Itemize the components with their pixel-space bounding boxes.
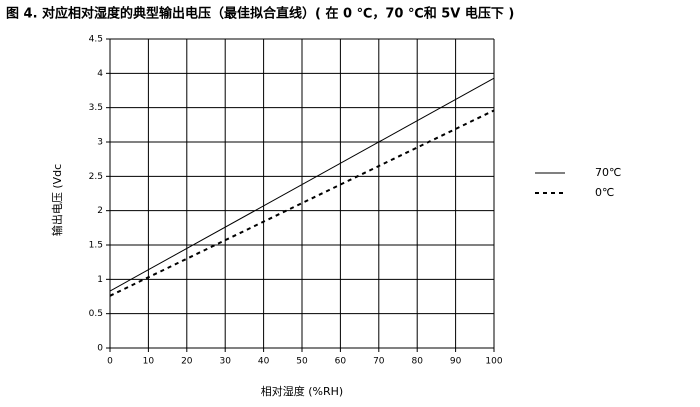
x-tick-label: 100 xyxy=(485,357,502,367)
y-tick-label: 4.5 xyxy=(89,35,103,45)
x-tick-label: 20 xyxy=(181,357,193,367)
x-tick-label: 0 xyxy=(107,357,113,367)
chart-title: 图 4. 对应相对湿度的典型输出电压（最佳拟合直线）( 在 0 ℃，70 ℃和 … xyxy=(6,6,514,22)
legend-label: 70℃ xyxy=(595,166,621,179)
x-tick-label: 30 xyxy=(219,357,231,367)
x-tick-label: 70 xyxy=(373,357,385,367)
x-axis-label: 相对湿度 (%RH) xyxy=(261,384,343,398)
series-line xyxy=(109,77,495,292)
legend-label: 0℃ xyxy=(595,186,614,199)
y-tick-label: 1.5 xyxy=(89,241,103,251)
x-tick-label: 10 xyxy=(143,357,155,367)
x-tick-label: 50 xyxy=(296,357,308,367)
x-tick-label: 60 xyxy=(335,357,347,367)
y-tick-label: 4 xyxy=(97,69,103,79)
y-tick-label: 1 xyxy=(97,275,103,285)
y-tick-label: 3 xyxy=(97,138,103,148)
y-tick-label: 3.5 xyxy=(89,103,103,113)
x-tick-label: 80 xyxy=(411,357,423,367)
y-axis-label: 输出电压 (Vdc xyxy=(50,164,64,236)
x-tick-label: 40 xyxy=(258,357,270,367)
y-tick-label: 0 xyxy=(97,344,103,354)
x-tick-label: 90 xyxy=(450,357,462,367)
series-line xyxy=(109,109,495,297)
y-tick-label: 2.5 xyxy=(89,172,103,182)
y-tick-label: 0.5 xyxy=(89,309,103,319)
y-tick-label: 2 xyxy=(97,206,103,216)
